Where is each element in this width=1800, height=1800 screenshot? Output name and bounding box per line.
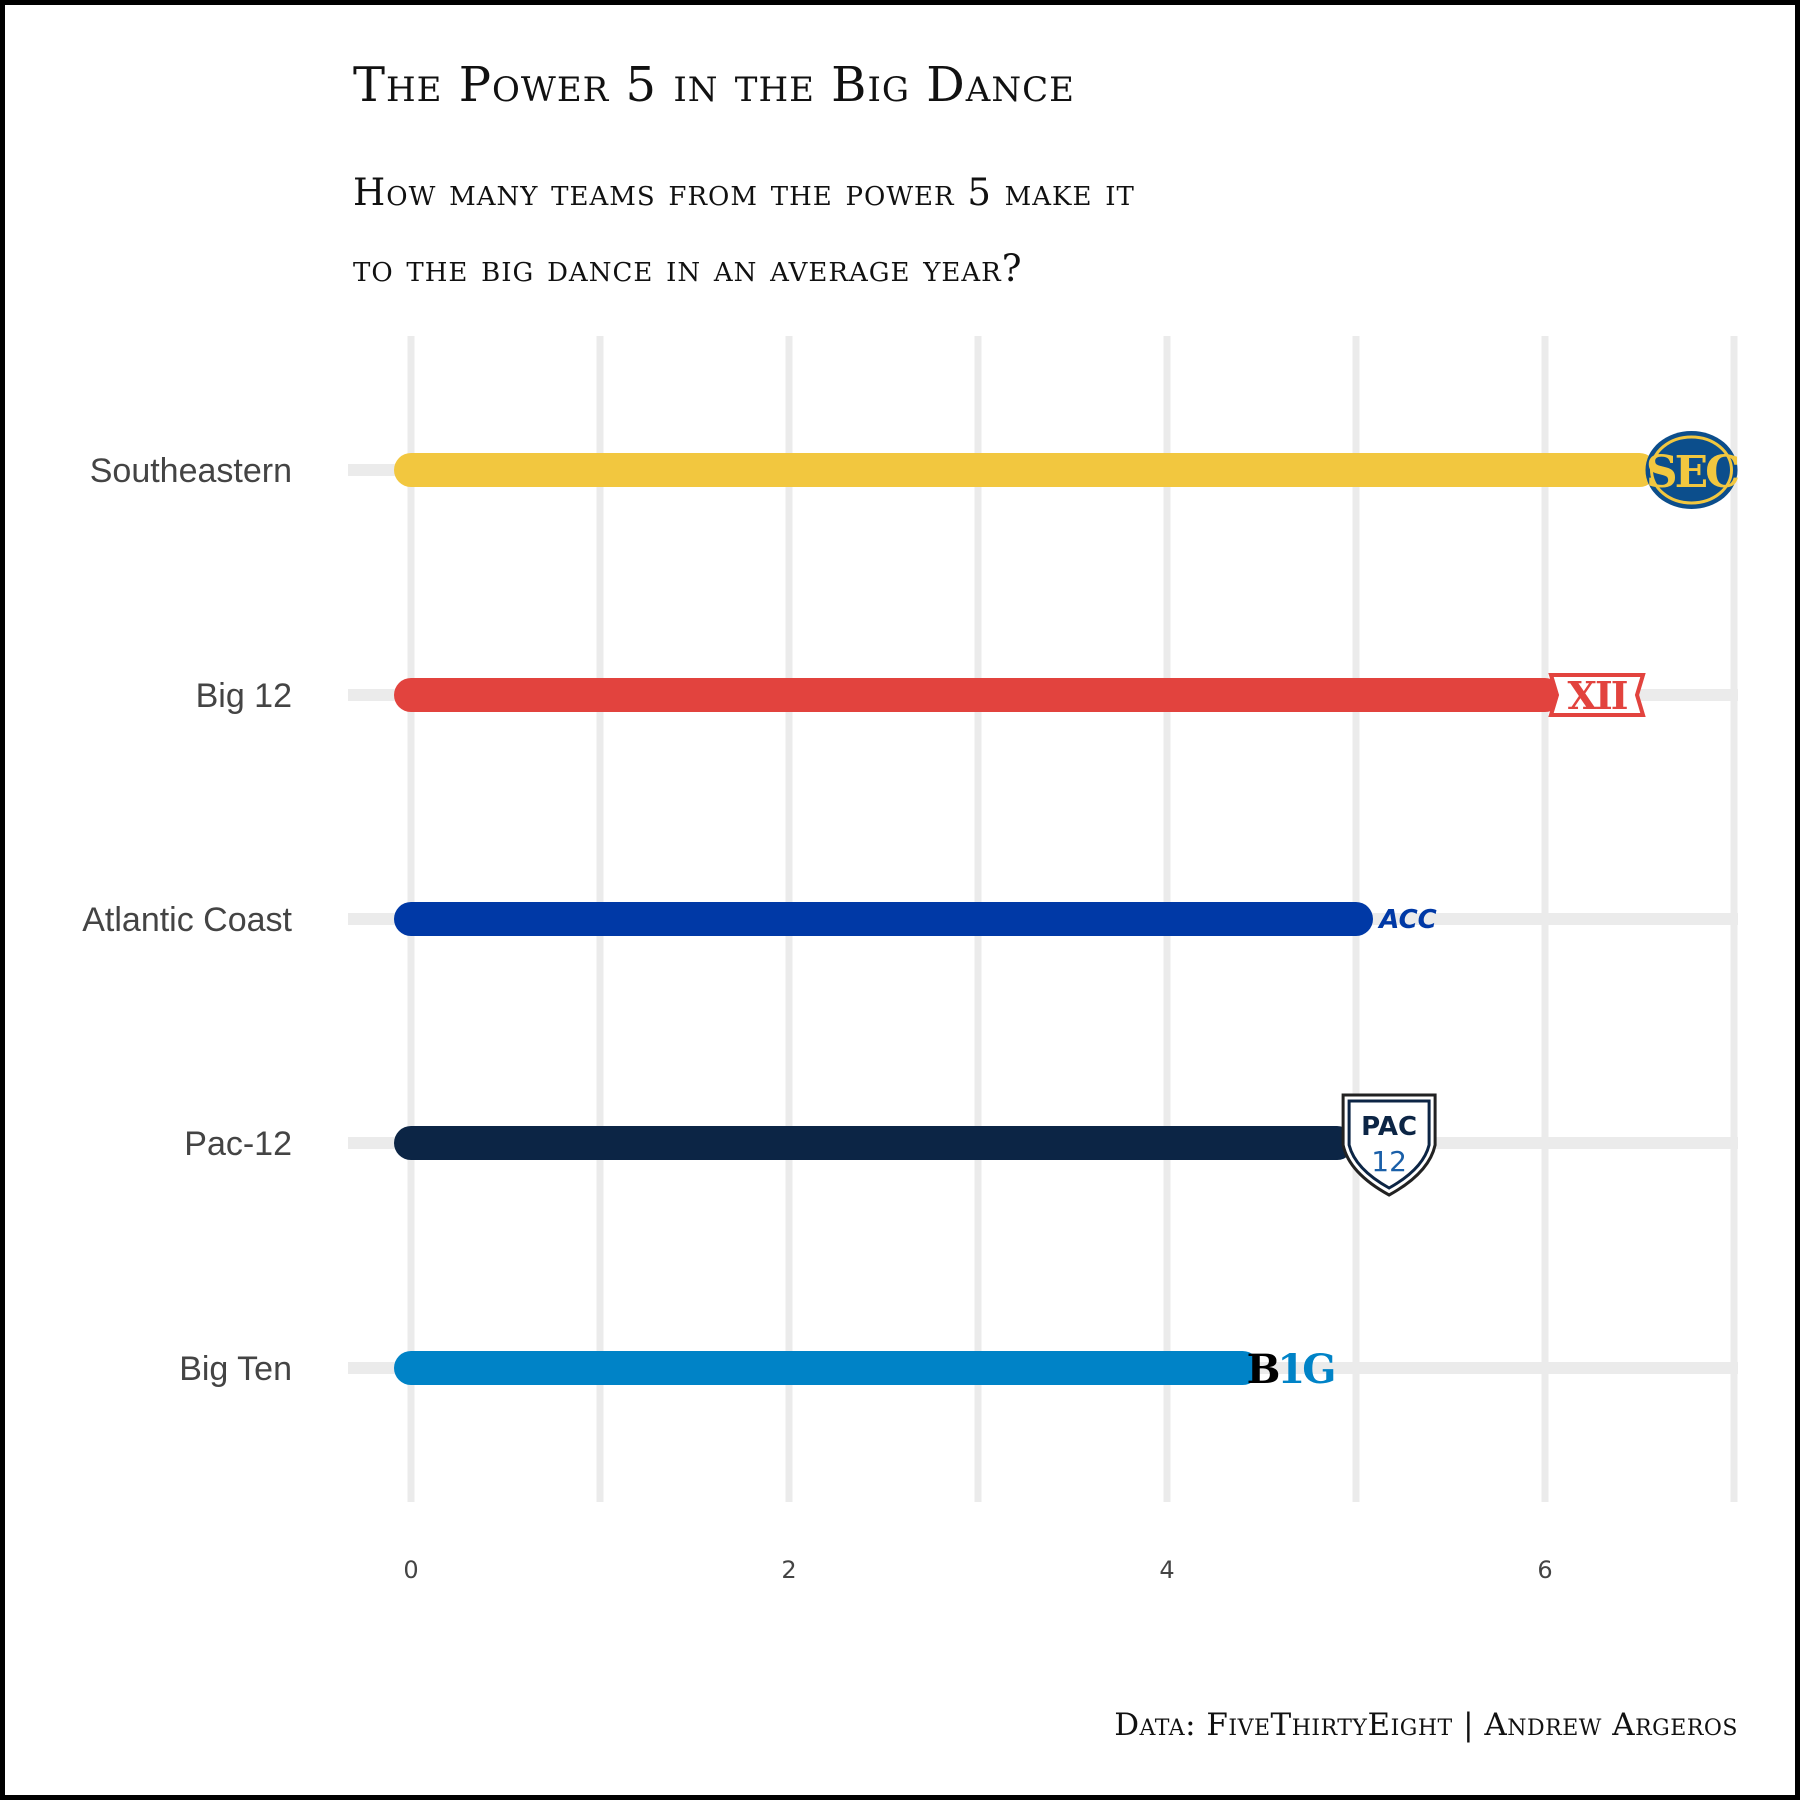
category-labels: Southeastern Big 12 Atlantic Coast Pac-12 Bi… [82, 452, 292, 1388]
category-label: Big Ten [179, 1350, 292, 1388]
x-tick-label: 4 [1159, 1556, 1174, 1584]
sec-logo-icon: SEC [1645, 431, 1741, 509]
acc-logo-icon: ACC [1024, 905, 1437, 935]
svg-text:B1G: B1G [1247, 1346, 1334, 1393]
category-label: Southeastern [90, 452, 292, 490]
big-ten-logo-icon: B1G [1247, 1346, 1337, 1393]
chart-subtitle: How many teams from the power 5 make it … [353, 155, 1135, 307]
svg-text:SEC: SEC [1646, 447, 1738, 498]
svg-text:XII: XII [1567, 673, 1627, 718]
x-tick-label: 0 [403, 1556, 418, 1584]
chart-caption: Data: FiveThirtyEight | Andrew Argeros [1114, 1707, 1738, 1743]
big12-logo-icon: XII [1548, 673, 1646, 718]
category-label: Pac-12 [184, 1125, 292, 1163]
svg-text:12: 12 [1371, 1145, 1407, 1178]
svg-text:PAC: PAC [1361, 1112, 1417, 1142]
subtitle-line-2: to the big dance in an average year? [353, 247, 1023, 290]
chart-title: The Power 5 in the Big Dance [353, 57, 1075, 113]
category-label: Atlantic Coast [82, 901, 292, 939]
subtitle-line-1: How many teams from the power 5 make it [353, 171, 1135, 214]
x-tick-label: 6 [1537, 1556, 1552, 1584]
x-tick-label: 2 [781, 1556, 796, 1584]
bars [394, 453, 1657, 1385]
svg-text:ACC: ACC [1377, 905, 1436, 935]
x-axis-ticks: 0 2 4 6 [403, 1556, 1552, 1584]
category-label: Big 12 [196, 677, 292, 715]
